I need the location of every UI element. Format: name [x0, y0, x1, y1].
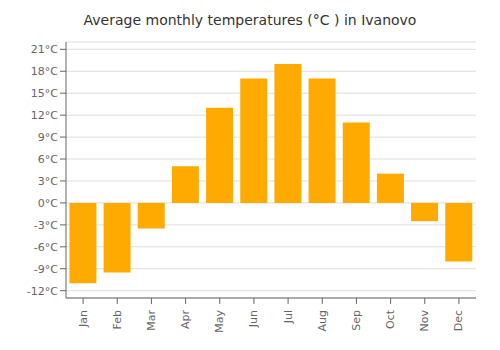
svg-text:0°C: 0°C — [38, 197, 58, 210]
svg-text:-12°C: -12°C — [27, 285, 58, 298]
svg-text:Nov: Nov — [418, 310, 431, 332]
svg-text:Feb: Feb — [111, 310, 124, 329]
svg-text:3°C: 3°C — [38, 175, 58, 188]
svg-text:21°C: 21°C — [31, 43, 58, 56]
svg-text:15°C: 15°C — [31, 87, 58, 100]
svg-text:Jul: Jul — [282, 310, 295, 324]
svg-text:6°C: 6°C — [38, 153, 58, 166]
svg-text:Oct: Oct — [384, 309, 397, 329]
svg-text:-6°C: -6°C — [34, 241, 58, 254]
svg-text:Mar: Mar — [145, 310, 158, 331]
svg-text:May: May — [213, 310, 226, 333]
svg-text:Aug: Aug — [316, 310, 329, 331]
svg-text:18°C: 18°C — [31, 65, 58, 78]
svg-text:Jan: Jan — [77, 310, 90, 328]
svg-text:-9°C: -9°C — [34, 263, 58, 276]
svg-text:9°C: 9°C — [38, 131, 58, 144]
svg-text:12°C: 12°C — [31, 109, 58, 122]
html-text:Average monthly temperatures (: Average monthly temperatures (°C ) in Iv… — [83, 12, 417, 28]
svg-text:Dec: Dec — [452, 310, 465, 331]
svg-text:Apr: Apr — [179, 310, 192, 330]
svg-text:Sep: Sep — [350, 310, 363, 331]
svg-text:Jun: Jun — [247, 310, 260, 328]
svg-text:-3°C: -3°C — [34, 219, 58, 232]
